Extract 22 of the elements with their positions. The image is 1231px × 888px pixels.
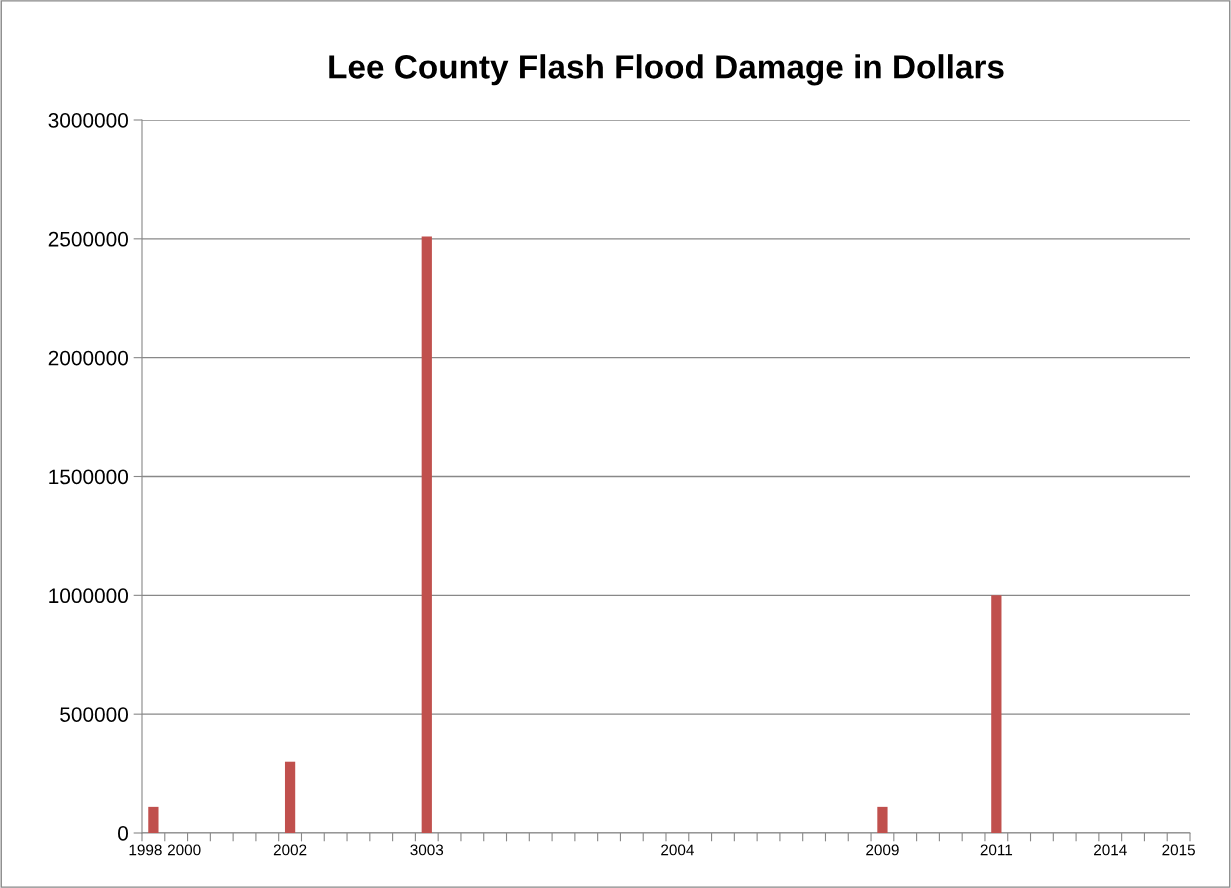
x-tick-label: 2014	[1094, 844, 1127, 856]
y-tick-label: 0	[118, 826, 128, 841]
x-tick-label: 2004	[661, 844, 694, 856]
x-tick-label: 2009	[866, 844, 899, 856]
y-tick-label: 2500000	[48, 231, 128, 247]
bar	[877, 806, 888, 833]
y-tick-label: 3000000	[48, 113, 128, 128]
x-tick-label: 3003	[410, 844, 444, 856]
bar	[991, 595, 1002, 833]
x-tick-label: 1998	[129, 844, 162, 856]
y-tick-label: 500000	[60, 707, 128, 722]
bar	[148, 806, 159, 833]
x-tick-label: 2015	[1162, 844, 1195, 856]
chart-title: Lee County Flash Flood Damage in Dollars	[329, 54, 1004, 86]
bar	[421, 236, 432, 833]
x-tick-label: 2000	[167, 844, 201, 856]
bar	[284, 761, 296, 833]
y-tick-label: 2000000	[48, 350, 128, 366]
x-tick-label: 2002	[273, 844, 307, 856]
y-tick-label: 1500000	[49, 469, 128, 485]
y-tick-label: 1000000	[49, 588, 128, 604]
x-tick-label: 2011	[980, 844, 1013, 856]
